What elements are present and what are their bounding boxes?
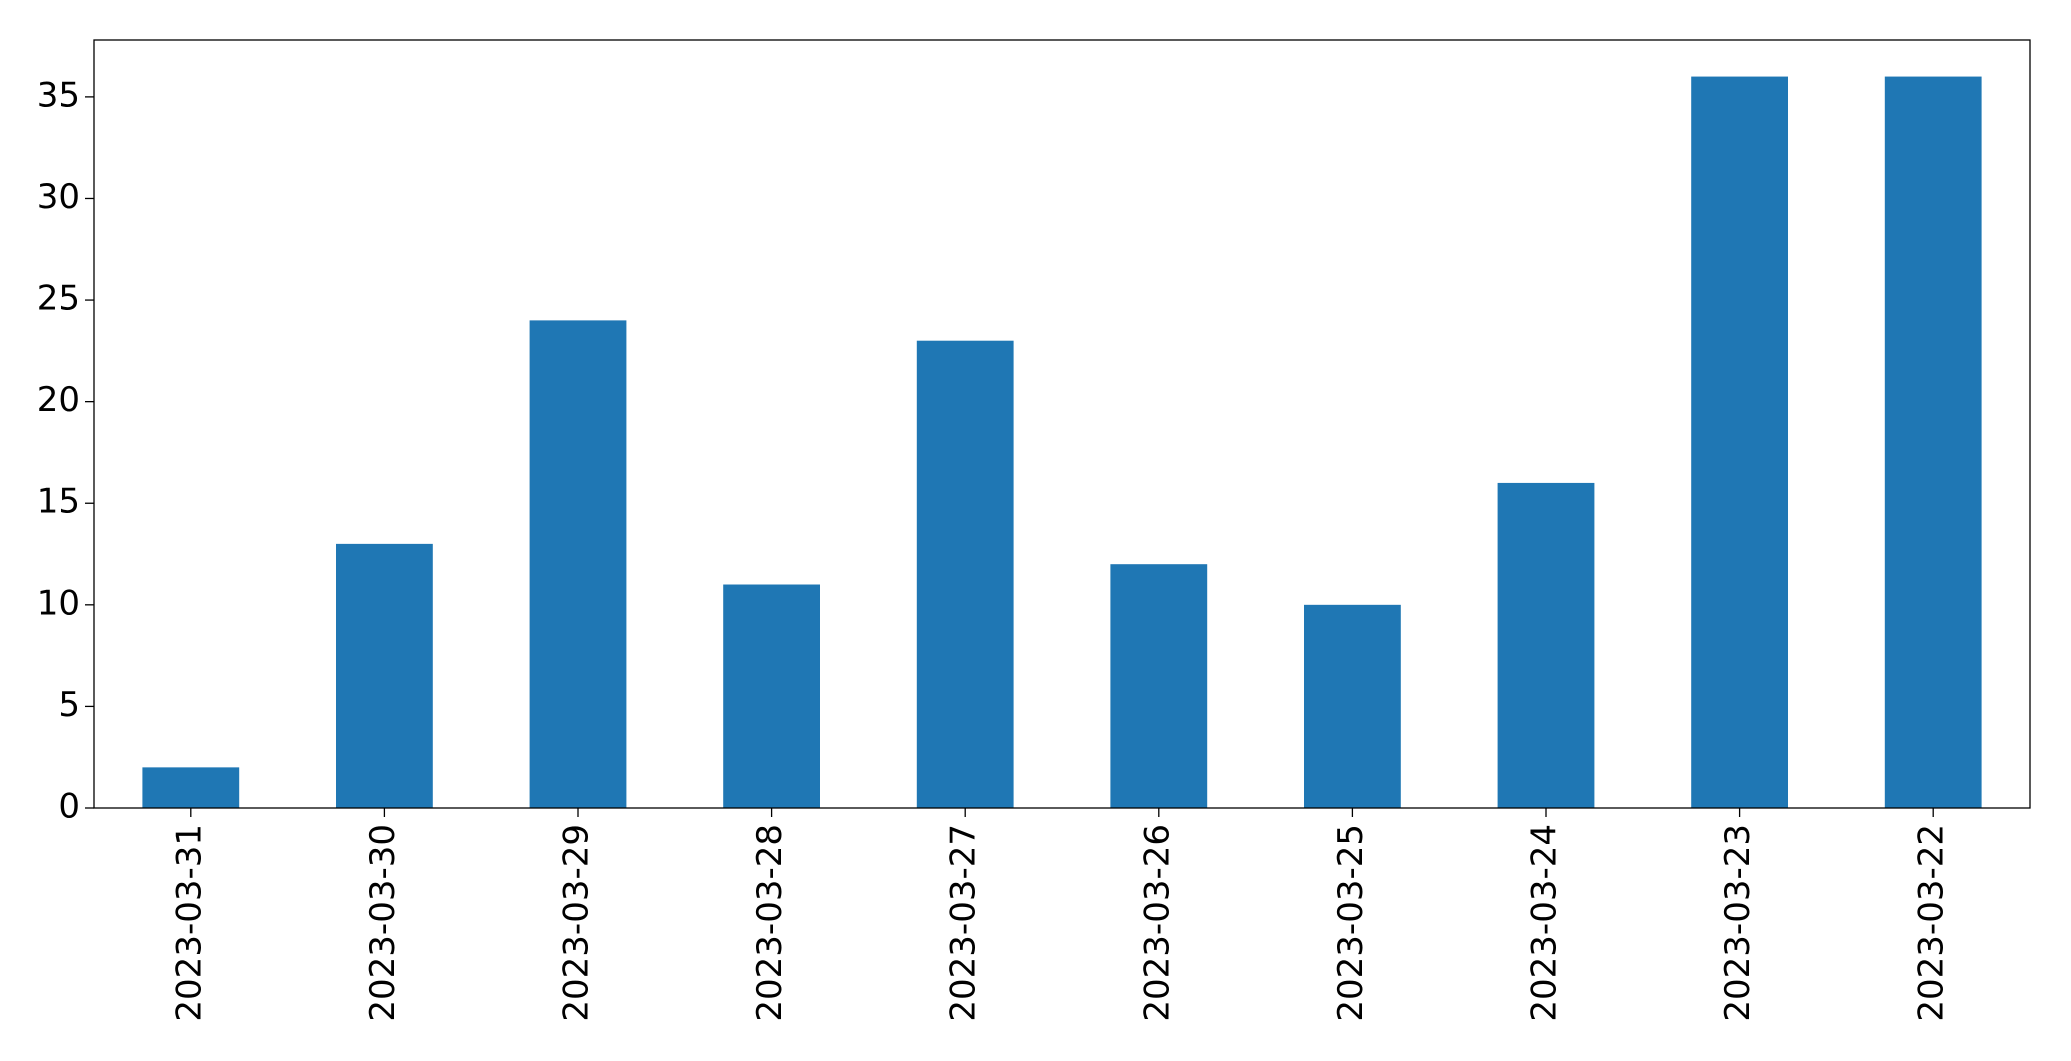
y-tick-label: 0 (58, 787, 80, 827)
bar (1497, 482, 1595, 808)
bar (1691, 76, 1788, 809)
bar (1884, 76, 1982, 809)
bar (916, 340, 1014, 808)
x-tick-label: 2023-03-24 (1525, 824, 1565, 1022)
y-tick-label: 10 (37, 583, 80, 623)
x-tick-label: 2023-03-29 (557, 824, 597, 1022)
bar (336, 543, 433, 808)
bar (723, 584, 820, 808)
x-tick-label: 2023-03-31 (169, 824, 209, 1022)
x-tick-label: 2023-03-30 (363, 824, 403, 1022)
y-tick-label: 30 (37, 177, 80, 217)
x-tick-label: 2023-03-27 (944, 824, 984, 1022)
y-tick-label: 20 (37, 380, 80, 420)
bar (1304, 604, 1401, 808)
plot-frame (93, 39, 2031, 809)
x-tick-label: 2023-03-26 (1137, 824, 1177, 1022)
x-tick-label: 2023-03-25 (1331, 824, 1371, 1022)
x-tick-label: 2023-03-28 (750, 824, 790, 1022)
y-tick-label: 15 (37, 482, 80, 522)
x-tick-label: 2023-03-22 (1912, 824, 1952, 1022)
y-tick-label: 25 (37, 279, 80, 319)
bar (1110, 564, 1208, 808)
bar (529, 320, 627, 808)
bar (142, 767, 240, 808)
y-tick-label: 5 (58, 685, 80, 725)
x-tick-label: 2023-03-23 (1718, 824, 1758, 1022)
y-tick-label: 35 (37, 75, 80, 115)
